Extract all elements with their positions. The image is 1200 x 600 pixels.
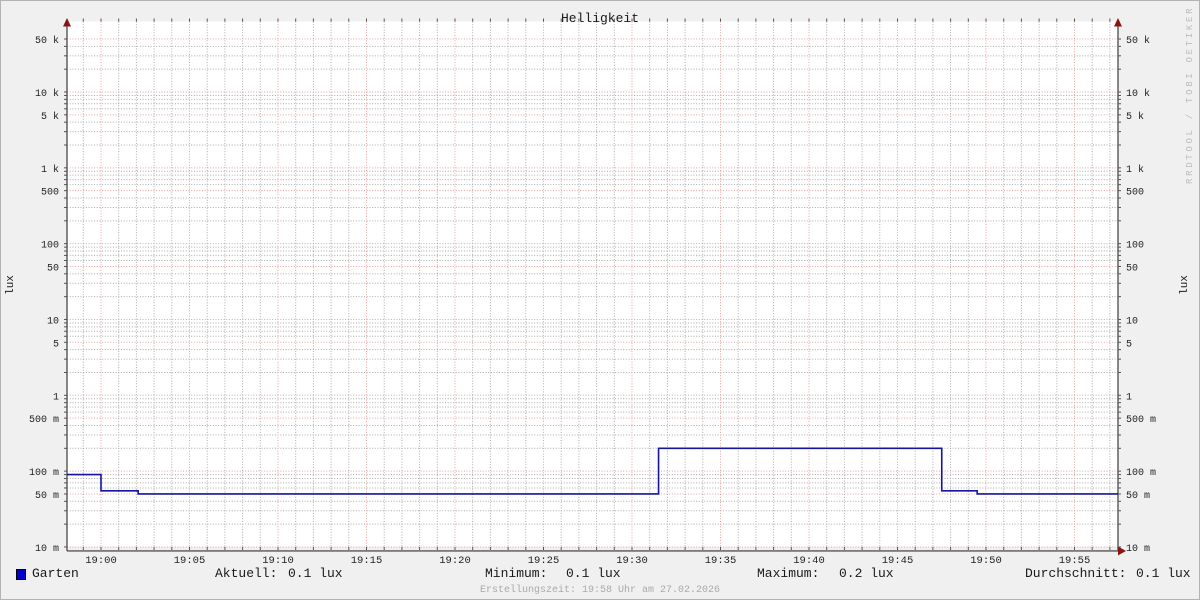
svg-text:50 m: 50 m [1126, 491, 1150, 502]
svg-text:0.1 lux: 0.1 lux [288, 566, 343, 581]
svg-text:1 k: 1 k [1126, 164, 1144, 176]
svg-text:19:05: 19:05 [174, 555, 206, 567]
svg-text:lux: lux [1179, 275, 1191, 295]
svg-text:1 k: 1 k [41, 164, 59, 176]
svg-text:5: 5 [53, 339, 59, 350]
svg-text:10 m: 10 m [35, 544, 59, 555]
svg-text:5 k: 5 k [1126, 111, 1144, 123]
svg-text:19:20: 19:20 [439, 555, 471, 567]
svg-text:10 k: 10 k [1126, 88, 1150, 100]
svg-text:10 m: 10 m [1126, 544, 1150, 555]
svg-text:Aktuell:: Aktuell: [215, 566, 277, 581]
svg-text:100: 100 [41, 241, 59, 252]
svg-text:RRDTOOL / TOBI OETIKER: RRDTOOL / TOBI OETIKER [1185, 6, 1195, 184]
svg-text:Erstellungszeit: 19:58 Uhr am: Erstellungszeit: 19:58 Uhr am 27.02.2026 [480, 584, 720, 596]
svg-text:0.1 lux: 0.1 lux [1136, 566, 1191, 581]
svg-text:19:35: 19:35 [705, 555, 737, 567]
svg-text:19:00: 19:00 [85, 555, 117, 567]
svg-text:10: 10 [47, 316, 59, 327]
svg-text:Garten: Garten [32, 566, 79, 581]
svg-text:Helligkeit: Helligkeit [561, 11, 639, 26]
svg-text:100 m: 100 m [1126, 468, 1156, 479]
svg-text:lux: lux [5, 275, 17, 295]
svg-text:Maximum:: Maximum: [757, 566, 819, 581]
svg-text:50 m: 50 m [35, 491, 59, 502]
svg-text:10: 10 [1126, 316, 1138, 327]
svg-text:50 k: 50 k [1126, 35, 1150, 47]
svg-text:50 k: 50 k [35, 35, 59, 47]
svg-text:0.1 lux: 0.1 lux [566, 566, 621, 581]
svg-text:500 m: 500 m [1126, 415, 1156, 426]
svg-text:0.2 lux: 0.2 lux [839, 566, 894, 581]
svg-text:10 k: 10 k [35, 88, 59, 100]
svg-text:19:50: 19:50 [970, 555, 1002, 567]
svg-text:5: 5 [1126, 339, 1132, 350]
svg-text:1: 1 [1126, 392, 1132, 403]
svg-text:19:30: 19:30 [616, 555, 648, 567]
svg-text:50: 50 [1126, 263, 1138, 274]
svg-text:Durchschnitt:: Durchschnitt: [1025, 566, 1126, 581]
svg-text:1: 1 [53, 392, 59, 403]
svg-text:19:15: 19:15 [351, 555, 383, 567]
svg-text:100 m: 100 m [29, 468, 59, 479]
svg-text:5 k: 5 k [41, 111, 59, 123]
svg-text:500: 500 [1126, 188, 1144, 199]
svg-text:500 m: 500 m [29, 415, 59, 426]
svg-text:50: 50 [47, 263, 59, 274]
svg-text:100: 100 [1126, 241, 1144, 252]
svg-text:500: 500 [41, 188, 59, 199]
svg-text:Minimum:: Minimum: [485, 566, 547, 581]
